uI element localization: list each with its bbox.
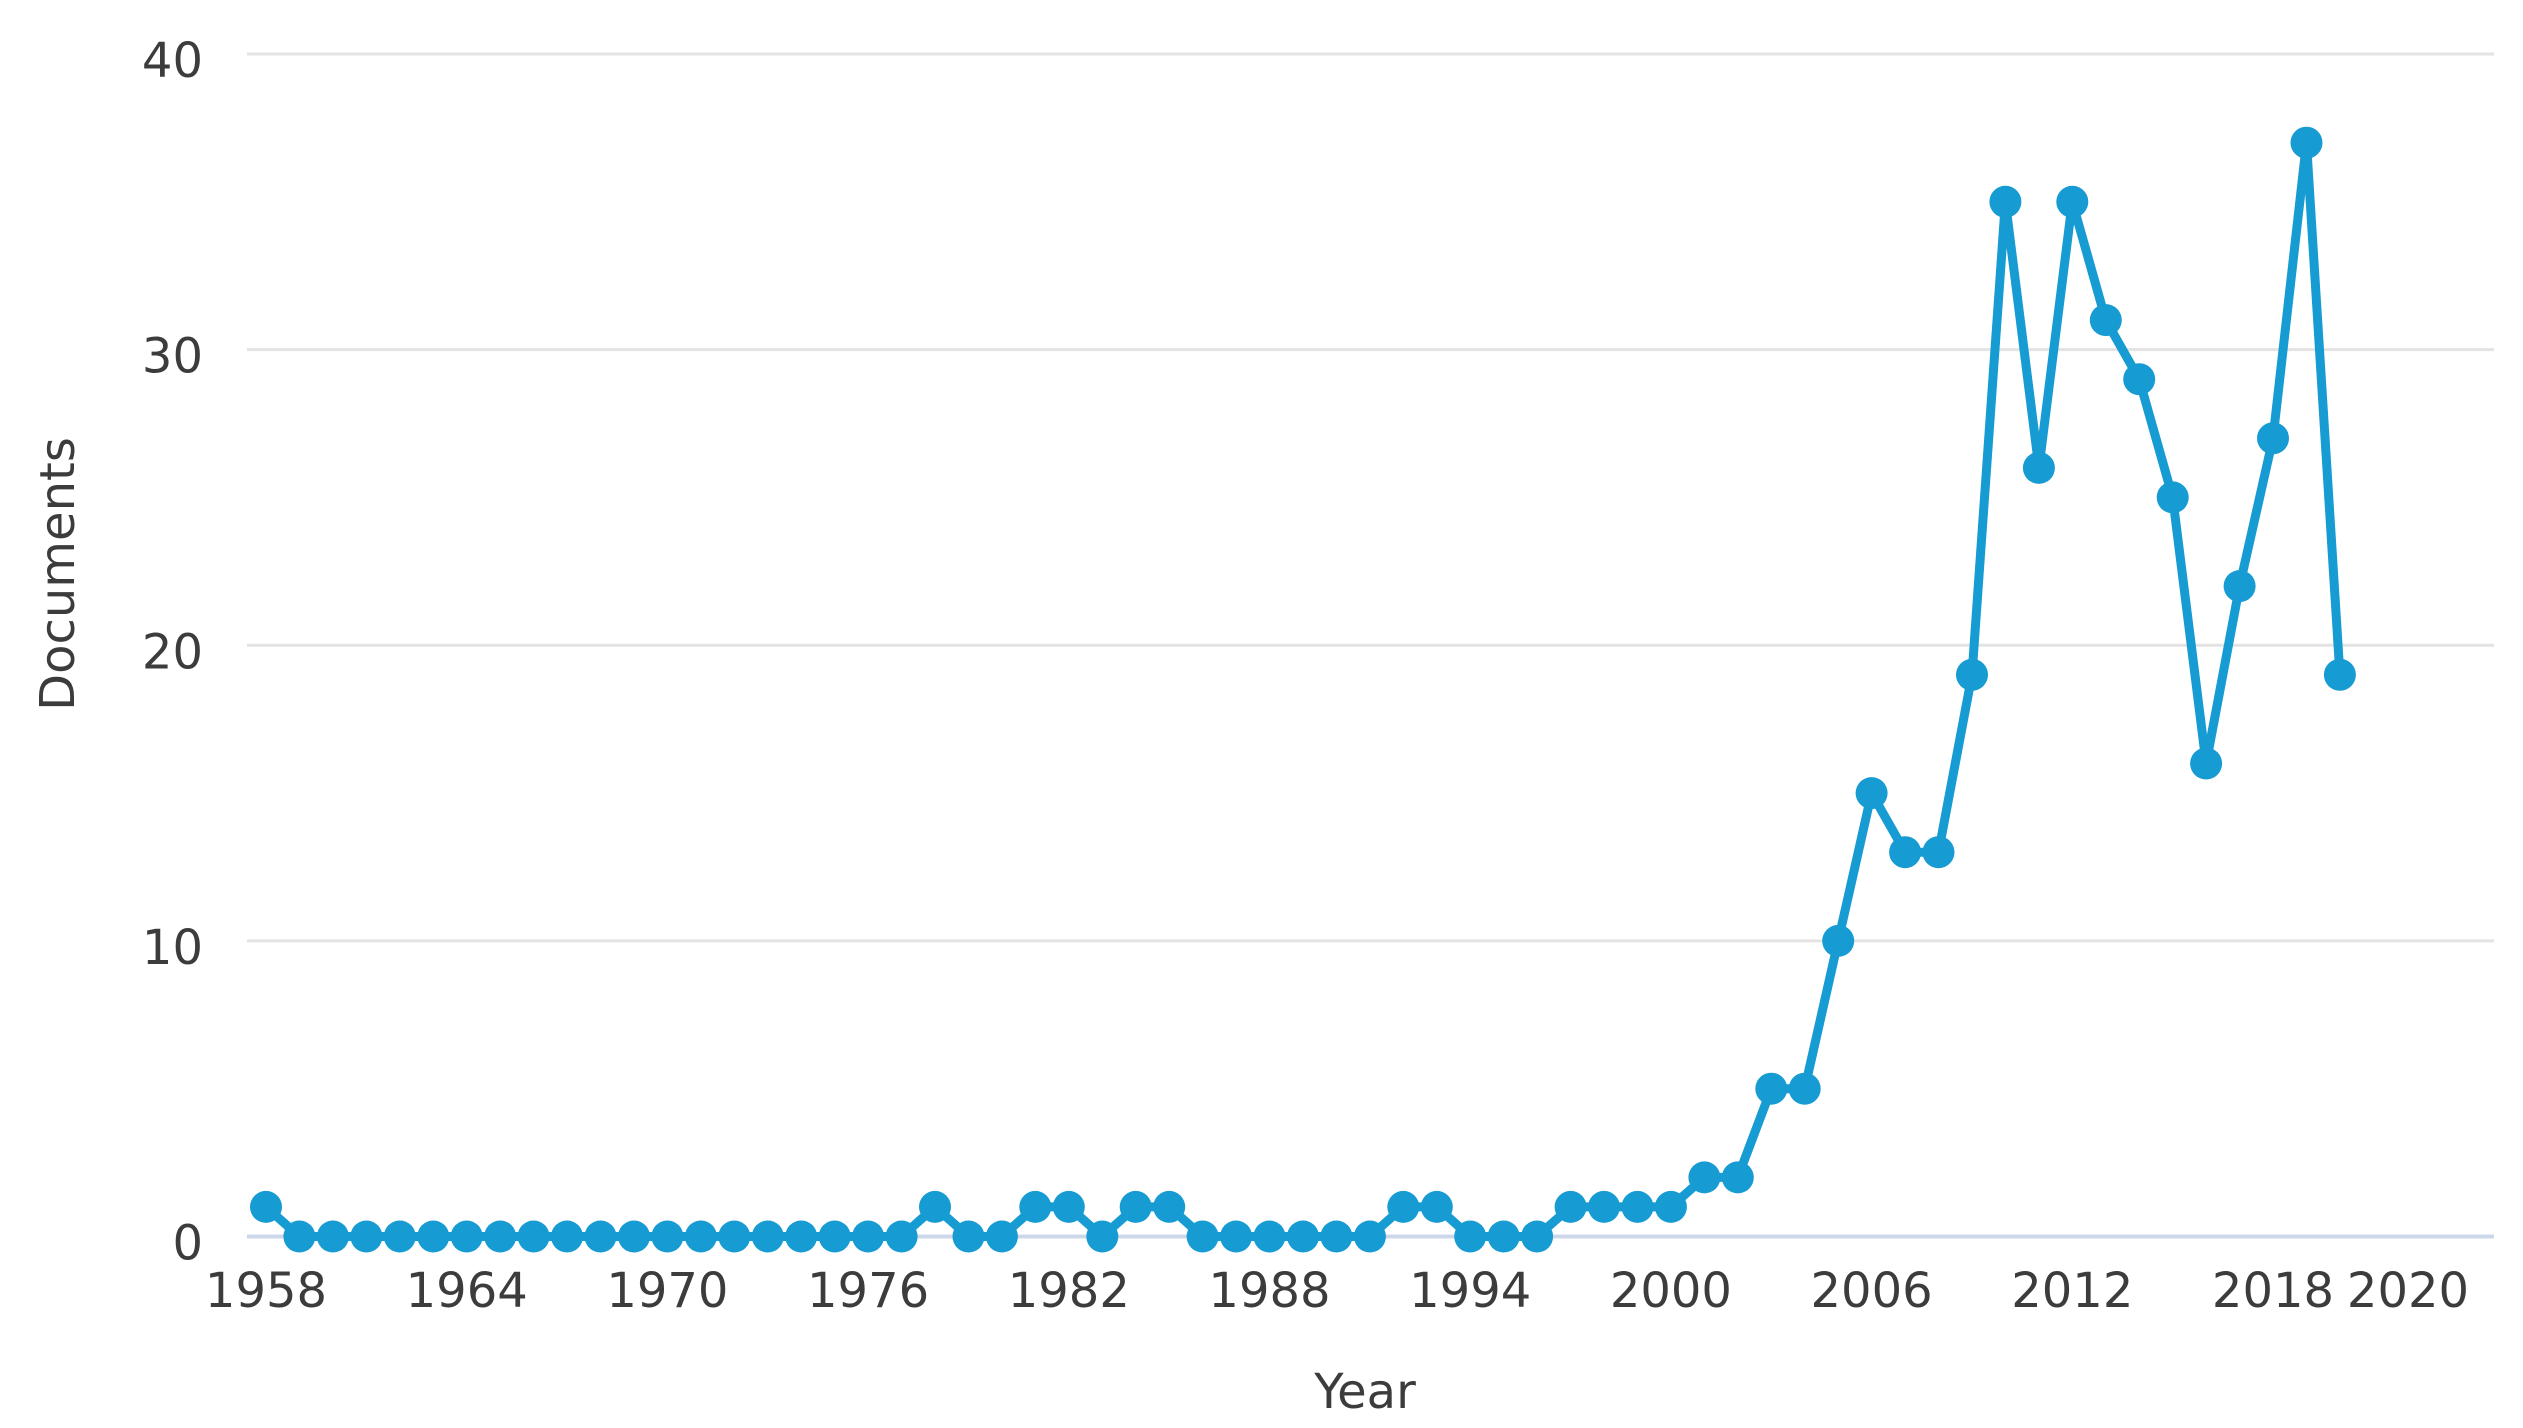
data-point-1991[interactable] [1353, 1220, 1386, 1253]
data-point-2011[interactable] [2022, 451, 2055, 484]
data-point-1971[interactable] [684, 1220, 717, 1253]
data-point-2016[interactable] [2190, 747, 2223, 780]
data-point-1962[interactable] [383, 1220, 416, 1253]
data-point-1986[interactable] [1186, 1220, 1219, 1253]
data-point-2003[interactable] [1755, 1072, 1788, 1105]
gridlines-group [247, 52, 2494, 943]
data-point-2007[interactable] [1889, 836, 1922, 869]
data-point-2013[interactable] [2089, 304, 2122, 337]
data-point-1958[interactable] [250, 1190, 282, 1223]
y-tick-labels-group: 0 10 20 30 40 [142, 33, 203, 1272]
data-point-1983[interactable] [1086, 1220, 1119, 1253]
y-tick-label-20: 20 [142, 624, 203, 680]
data-point-1987[interactable] [1220, 1220, 1253, 1253]
series-line [261, 138, 2345, 1241]
data-point-1980[interactable] [985, 1220, 1018, 1253]
y-tick-label-40: 40 [142, 33, 203, 89]
data-point-1995[interactable] [1487, 1220, 1520, 1253]
y-tick-label-30: 30 [142, 329, 203, 385]
x-axis-title: Year [1313, 1364, 1416, 1420]
x-tick-label-1994: 1994 [1409, 1263, 1531, 1319]
data-point-1982[interactable] [1052, 1190, 1085, 1223]
data-point-1963[interactable] [417, 1220, 450, 1253]
data-point-1998[interactable] [1588, 1190, 1620, 1223]
data-point-1974[interactable] [785, 1220, 818, 1253]
data-point-1994[interactable] [1454, 1220, 1487, 1253]
data-point-1976[interactable] [852, 1220, 885, 1253]
data-point-1959[interactable] [283, 1220, 316, 1253]
data-point-1965[interactable] [484, 1220, 517, 1253]
x-tick-label-1982: 1982 [1008, 1263, 1130, 1319]
x-tick-label-2020: 2020 [2347, 1263, 2469, 1319]
x-tick-labels-group: 1958 1964 1970 1976 1982 1988 1994 2000 2006 2012… [205, 1263, 2469, 1319]
data-point-2005[interactable] [1822, 924, 1855, 957]
data-point-1981[interactable] [1019, 1190, 1052, 1223]
data-point-1960[interactable] [316, 1220, 349, 1253]
data-point-2020[interactable] [2323, 658, 2356, 691]
data-point-2000[interactable] [1654, 1190, 1687, 1223]
data-point-1996[interactable] [1521, 1220, 1554, 1253]
data-point-2018[interactable] [2257, 422, 2289, 455]
data-point-1977[interactable] [885, 1220, 918, 1253]
data-point-1967[interactable] [551, 1220, 583, 1253]
data-point-2006[interactable] [1855, 777, 1888, 810]
data-point-1989[interactable] [1287, 1220, 1319, 1253]
y-tick-label-0: 0 [172, 1216, 203, 1272]
data-point-1993[interactable] [1420, 1190, 1453, 1223]
data-point-2019[interactable] [2290, 126, 2323, 159]
data-point-2015[interactable] [2156, 481, 2189, 514]
x-tick-label-1970: 1970 [606, 1263, 728, 1319]
data-point-2017[interactable] [2223, 570, 2256, 603]
y-axis-title: Documents [30, 437, 86, 711]
x-tick-label-2012: 2012 [2011, 1263, 2133, 1319]
x-tick-label-2006: 2006 [1811, 1263, 1933, 1319]
data-point-1984[interactable] [1119, 1190, 1152, 1223]
series-group [250, 126, 2356, 1253]
data-point-1961[interactable] [350, 1220, 383, 1253]
data-point-1975[interactable] [818, 1220, 851, 1253]
data-point-1968[interactable] [584, 1220, 617, 1253]
data-point-1992[interactable] [1387, 1190, 1420, 1223]
data-point-1999[interactable] [1621, 1190, 1654, 1223]
x-tick-label-1958: 1958 [205, 1263, 327, 1319]
data-point-2010[interactable] [1989, 185, 2022, 218]
data-point-1969[interactable] [618, 1220, 650, 1253]
data-point-2012[interactable] [2056, 185, 2089, 218]
x-tick-label-2018: 2018 [2212, 1263, 2334, 1319]
data-point-2014[interactable] [2123, 363, 2156, 396]
x-tick-label-1988: 1988 [1208, 1263, 1330, 1319]
data-point-1972[interactable] [718, 1220, 751, 1253]
data-point-1973[interactable] [751, 1220, 784, 1253]
data-point-2001[interactable] [1688, 1161, 1721, 1194]
data-point-1990[interactable] [1320, 1220, 1353, 1253]
data-point-2004[interactable] [1788, 1072, 1821, 1105]
data-point-1966[interactable] [517, 1220, 550, 1253]
x-tick-label-1976: 1976 [807, 1263, 929, 1319]
data-point-2009[interactable] [1956, 658, 1988, 691]
data-point-2008[interactable] [1922, 836, 1955, 869]
data-point-2002[interactable] [1721, 1161, 1754, 1194]
data-point-1978[interactable] [919, 1190, 951, 1223]
data-point-1985[interactable] [1153, 1190, 1186, 1223]
data-point-1988[interactable] [1253, 1220, 1286, 1253]
data-point-1979[interactable] [952, 1220, 985, 1253]
y-tick-label-10: 10 [142, 920, 203, 976]
x-tick-label-2000: 2000 [1610, 1263, 1732, 1319]
data-point-1997[interactable] [1554, 1190, 1587, 1223]
data-point-1970[interactable] [651, 1220, 684, 1253]
data-point-1964[interactable] [450, 1220, 483, 1253]
x-tick-label-1964: 1964 [406, 1263, 528, 1319]
